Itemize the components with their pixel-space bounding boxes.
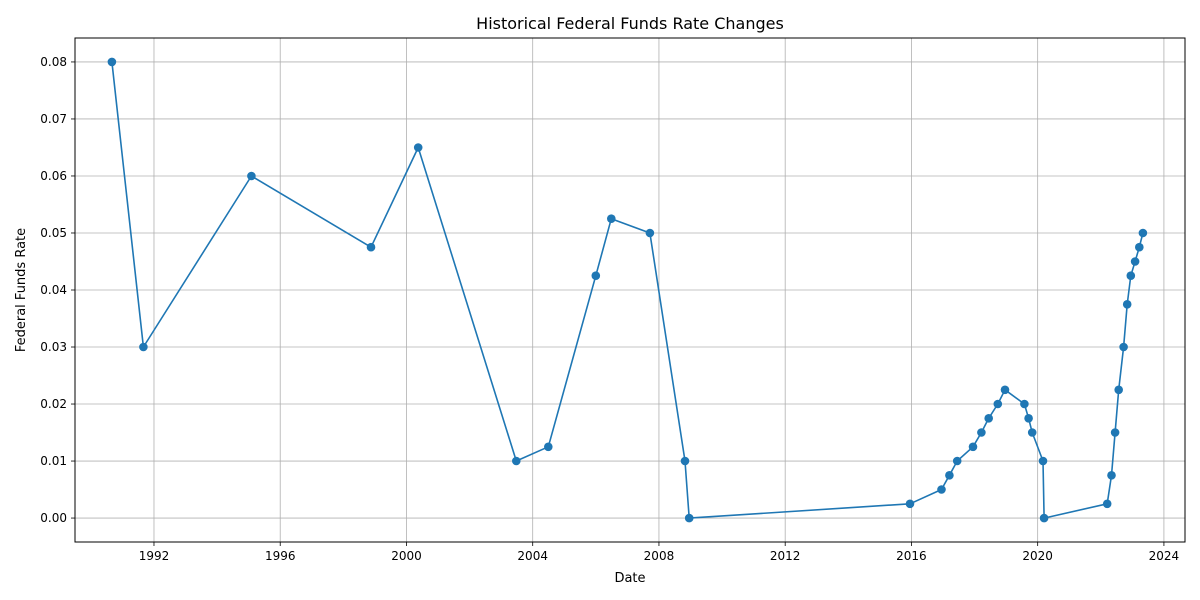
x-tick-label: 1996 xyxy=(265,549,296,563)
y-tick-label: 0.03 xyxy=(40,340,67,354)
data-point xyxy=(1000,385,1010,395)
data-point xyxy=(1110,428,1120,437)
data-point xyxy=(413,143,423,152)
data-point xyxy=(937,485,946,494)
data-point xyxy=(591,271,601,281)
data-point xyxy=(366,242,376,252)
data-point xyxy=(1107,471,1116,480)
data-point xyxy=(680,456,690,466)
data-point xyxy=(1130,257,1140,266)
data-point xyxy=(952,456,962,466)
y-axis-label: Federal Funds Rate xyxy=(14,228,29,352)
data-point xyxy=(1126,271,1136,281)
data-point xyxy=(645,228,655,238)
data-point xyxy=(1102,499,1112,509)
y-tick-label: 0.02 xyxy=(40,397,67,411)
data-point xyxy=(984,414,993,423)
x-axis-ticks: 1992 1996 2000 2004 2008 2012 2016 2020 2024 xyxy=(139,542,1179,563)
y-tick-label: 0.05 xyxy=(40,226,67,240)
x-tick-label: 2020 xyxy=(1022,549,1053,563)
data-point xyxy=(1135,242,1144,252)
data-point xyxy=(139,342,148,352)
data-point xyxy=(905,499,915,509)
x-tick-label: 2024 xyxy=(1149,549,1180,563)
data-point xyxy=(1024,414,1033,423)
x-tick-label: 2004 xyxy=(517,549,548,563)
data-point xyxy=(544,442,553,452)
data-point xyxy=(1114,385,1123,395)
data-point xyxy=(247,171,256,181)
x-axis-label: Date xyxy=(614,571,645,586)
series-line xyxy=(111,61,1144,519)
grid xyxy=(75,38,1185,542)
data-point xyxy=(512,456,521,466)
x-tick-label: 2000 xyxy=(391,549,422,563)
x-tick-label: 2016 xyxy=(896,549,927,563)
chart-title: Historical Federal Funds Rate Changes xyxy=(476,14,784,33)
data-point xyxy=(1119,342,1128,352)
data-point xyxy=(977,428,986,437)
y-tick-label: 0.00 xyxy=(40,511,67,525)
data-point xyxy=(607,214,616,223)
y-tick-label: 0.01 xyxy=(40,454,67,468)
data-point xyxy=(993,399,1003,409)
data-point xyxy=(1122,300,1132,309)
data-point xyxy=(945,471,954,480)
x-tick-label: 1992 xyxy=(139,549,170,563)
data-point xyxy=(1027,428,1037,437)
series-layer xyxy=(107,57,1148,523)
y-tick-label: 0.08 xyxy=(40,55,67,69)
y-tick-label: 0.04 xyxy=(40,283,67,297)
y-tick-label: 0.06 xyxy=(40,169,67,183)
data-point xyxy=(1038,456,1048,466)
data-point xyxy=(1138,228,1148,238)
data-point xyxy=(684,513,694,523)
x-tick-label: 2012 xyxy=(770,549,801,563)
y-axis-ticks: 0.00 0.01 0.02 0.03 0.04 0.05 0.06 0.07 0.08 xyxy=(40,55,75,525)
data-point xyxy=(1020,399,1029,409)
data-point xyxy=(107,57,117,67)
data-point xyxy=(968,442,978,452)
data-point xyxy=(1039,513,1049,523)
x-tick-label: 2008 xyxy=(644,549,675,563)
y-tick-label: 0.07 xyxy=(40,112,67,126)
